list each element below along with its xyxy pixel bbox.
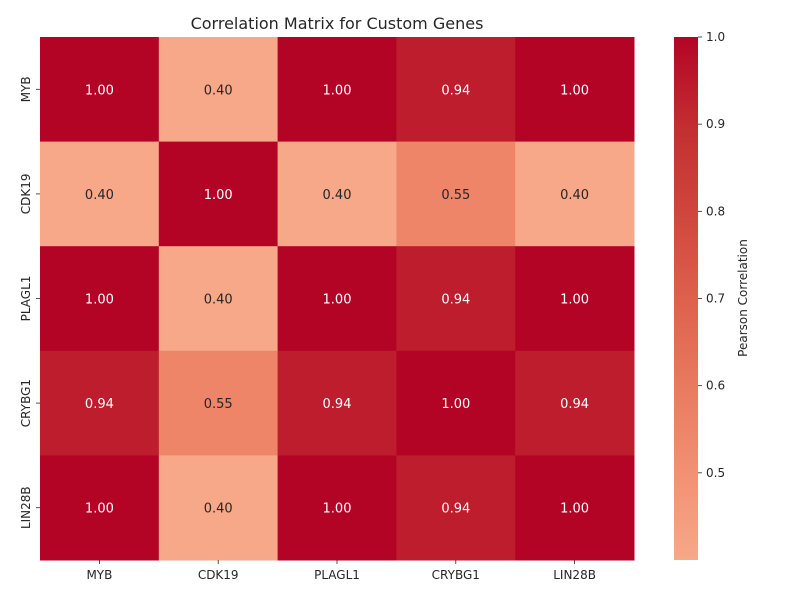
heatmap-cell-4-4 [515,455,635,561]
heatmap-cell-1-0 [40,141,160,247]
heatmap-cell-1-1 [158,141,279,247]
cell-value-label: 0.55 [204,397,233,412]
heatmap-cell-2-0 [40,246,160,352]
cell-value-label: 0.40 [85,188,114,203]
y-tick-label: LIN28B [19,486,33,529]
heatmap-cell-0-0 [40,37,160,143]
y-tick-label: MYB [19,76,33,102]
heatmap-cell-0-4 [515,37,635,143]
x-axis-ticks: MYB CDK19 PLAGL1 CRYBG1 LIN28B [86,560,596,582]
cell-value-label: 0.94 [441,502,470,517]
heatmap-cell-2-2 [277,246,397,352]
y-tick-label: CRYBG1 [19,379,33,427]
heatmap-cell-2-3 [396,246,516,352]
chart-title: Correlation Matrix for Custom Genes [191,14,484,33]
y-tick-label: PLAGL1 [19,276,33,322]
colorbar-tick-label: 1.0 [706,30,725,44]
cell-value-label: 0.40 [204,83,233,98]
heatmap-cell-0-1 [158,37,279,143]
cell-value-label: 1.00 [323,502,352,517]
cell-value-label: 1.00 [85,502,114,517]
cell-value-label: 1.00 [441,397,470,412]
cell-value-label: 0.40 [560,188,589,203]
cell-value-label: 0.94 [85,397,114,412]
heatmap-cell-4-3 [396,455,516,561]
heatmap-cell-4-0 [40,455,160,561]
cell-value-label: 0.40 [323,188,352,203]
colorbar-tick-label: 0.7 [706,292,725,306]
colorbar [674,37,698,560]
cell-value-label: 1.00 [85,83,114,98]
colorbar-tick-label: 0.9 [706,117,725,131]
x-tick-label: LIN28B [553,568,596,582]
y-axis-ticks: MYB CDK19 PLAGL1 CRYBG1 LIN28B [19,76,40,529]
cell-value-label: 0.40 [204,293,233,308]
cell-value-label: 1.00 [204,188,233,203]
heatmap-cell-1-3 [396,141,516,247]
x-tick-label: PLAGL1 [314,568,360,582]
x-tick-label: CRYBG1 [432,568,480,582]
heatmap-cell-3-4 [515,350,635,456]
heatmap-cell-2-1 [158,246,279,352]
cell-value-label: 0.94 [560,397,589,412]
cell-value-label: 0.40 [204,502,233,517]
cell-value-label: 0.94 [323,397,352,412]
heatmap-cell-0-2 [277,37,397,143]
heatmap-cell-3-2 [277,350,397,456]
cell-value-label: 1.00 [323,293,352,308]
heatmap-cell-0-3 [396,37,516,143]
cell-value-label: 1.00 [560,293,589,308]
cell-value-label: 0.94 [441,83,470,98]
heatmap-cell-3-1 [158,350,279,456]
heatmap-cell-4-2 [277,455,397,561]
colorbar-ticks: 0.5 0.6 0.7 0.8 0.9 1.0 [698,30,725,480]
heatmap-cell-3-0 [40,350,160,456]
cell-value-label: 0.55 [441,188,470,203]
heatmap-cells: 1.00 0.40 1.00 0.94 1.00 0.40 1.00 0.40 0.55 0.40… [40,37,635,561]
colorbar-label: Pearson Correlation [736,239,750,357]
colorbar-tick-label: 0.6 [706,379,725,393]
x-tick-label: MYB [86,568,112,582]
cell-value-label: 1.00 [560,502,589,517]
colorbar-tick-label: 0.8 [706,204,725,218]
heatmap-cell-1-2 [277,141,397,247]
x-tick-label: CDK19 [198,568,239,582]
cell-value-label: 1.00 [85,293,114,308]
y-tick-label: CDK19 [19,174,33,215]
heatmap-cell-3-3 [396,350,516,456]
cell-value-label: 0.94 [441,293,470,308]
heatmap-cell-1-4 [515,141,635,247]
heatmap-cell-2-4 [515,246,635,352]
cell-value-label: 1.00 [560,83,589,98]
heatmap-cell-4-1 [158,455,279,561]
cell-value-label: 1.00 [323,83,352,98]
colorbar-tick-label: 0.5 [706,466,725,480]
